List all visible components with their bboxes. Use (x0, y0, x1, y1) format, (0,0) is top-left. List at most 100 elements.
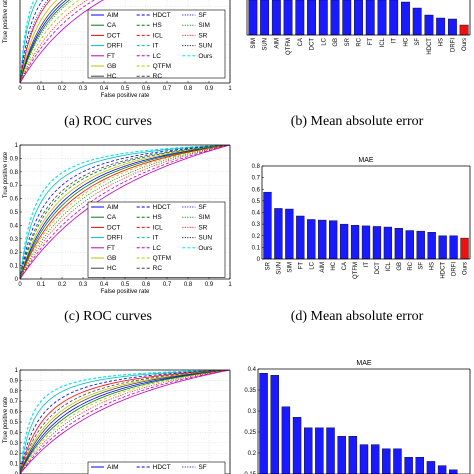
bar-dct (307, 0, 316, 36)
x-tick-label: 0.8 (184, 86, 193, 92)
y-tick-label: 0.6 (10, 410, 19, 416)
bar-aim (271, 0, 281, 36)
legend-label-ft: FT (107, 245, 115, 252)
roc-curve-aim (20, 0, 67, 83)
x-tick-label: 1 (228, 282, 232, 288)
legend-label-rc: RC (153, 73, 163, 80)
x-tick-label: 0 (18, 86, 22, 92)
roc-curve-lc (20, 0, 95, 83)
legend-label-dct: DCT (107, 224, 120, 231)
x-tick-label-sun: SUN (276, 262, 282, 275)
y-tick-label: 0.4 (252, 211, 261, 217)
legend-label-sf: SF (198, 204, 206, 211)
bar-hdct (424, 14, 434, 36)
y-tick-label: 0.7 (10, 399, 19, 405)
x-tick-label-lc: LC (309, 261, 315, 269)
y-tick-label: 0.8 (10, 170, 19, 176)
mae-chart-middle: 0 0.1 0.2 0.3 0.4 0.5 0.6 0.7 0.8 SR SUN SIM FT LC AIM… (252, 157, 471, 279)
x-tick-label: 0.2 (58, 282, 67, 288)
y-tick-label: 0.4 (248, 367, 257, 373)
legend-label-icl: ICL (153, 224, 164, 231)
x-tick-label: 0.5 (121, 282, 130, 288)
bar-lc (307, 219, 316, 260)
roc-chart-top: 0 0.1 0.2 0.3 0.4 0.5 0.6 0.7 0.8 0.9 1 False posit… (3, 0, 232, 99)
x-tick-label: 0.9 (205, 282, 214, 288)
x-tick-label-rc: RC (408, 261, 414, 270)
roc-curve-ca (20, 145, 230, 279)
bar-sun (260, 0, 270, 36)
x-tick-label-sr: SR (345, 37, 351, 46)
x-tick-label-gb: GB (397, 262, 403, 271)
bar-sim (285, 208, 294, 260)
roc-curve-ft (20, 0, 104, 83)
y-tick-label: 0.9 (10, 378, 19, 384)
bar-aim (318, 219, 327, 260)
bar-sr (342, 0, 352, 36)
x-tick-label: 0.4 (100, 282, 109, 288)
roc-curves (20, 145, 230, 279)
x-tick-label: 0.6 (142, 86, 151, 92)
chart-title: MAE (356, 360, 372, 367)
roc-curve-rc (20, 145, 230, 279)
x-tick-label-icl: ICL (380, 37, 386, 47)
y-tick-label: 0.5 (252, 199, 261, 205)
y-axis-title: True positive rate (3, 151, 9, 198)
legend-box (87, 9, 226, 79)
y-tick-label: 0.5 (10, 420, 19, 426)
bar-item (415, 457, 425, 474)
bar-icl (377, 0, 387, 36)
roc-curve-qtfm (20, 0, 80, 83)
roc-curves (20, 0, 104, 83)
x-tick-label-aim: AIM (274, 38, 280, 49)
x-tick-label-sim: SIM (287, 262, 293, 273)
legend-label-hc: HC (107, 265, 117, 272)
legend-label-hs: HS (153, 22, 163, 29)
roc-curve-aim (20, 145, 230, 279)
bar-sun (274, 208, 283, 260)
roc-curve-sim (20, 145, 230, 279)
x-tick-label: 0.3 (79, 282, 88, 288)
bar-item (359, 444, 369, 474)
x-tick-label-ca: CA (342, 262, 348, 270)
x-tick-label-it: IT (364, 262, 370, 268)
legend-label-icl: ICL (153, 32, 164, 39)
roc-curve-dct (20, 370, 230, 474)
legend-label-lc: LC (153, 245, 162, 252)
chart-title: MAE (358, 157, 374, 164)
legend-label-hs: HS (153, 214, 163, 221)
bar-gb (330, 0, 340, 36)
bar-ours (459, 24, 469, 36)
roc-curve-rc (20, 370, 230, 474)
bar-qtfm (350, 225, 360, 260)
y-tick-label: 0.4 (10, 223, 19, 229)
bar-item (281, 406, 291, 474)
x-tick-label-drfi: DRFI (450, 38, 456, 52)
legend-label-aim: AIM (107, 12, 119, 19)
legend-label-rc: RC (153, 265, 163, 272)
bar-gb (394, 227, 403, 260)
bar-item (437, 465, 447, 474)
roc-curve-sr (20, 370, 230, 474)
roc-curve-sr (20, 145, 230, 279)
y-tick-label: 0.3 (252, 222, 261, 228)
x-tick-label-hc: HC (403, 37, 409, 46)
y-tick-label: 0 (15, 472, 19, 474)
legend-label-drfi: DRFI (107, 235, 122, 242)
roc-curve-hdct (20, 370, 230, 474)
legend-label-ca: CA (107, 22, 117, 29)
x-tick-label-hc: HC (331, 261, 337, 270)
roc-chart-middle: 0 0.1 0.2 0.3 0.4 0.5 0.6 0.7 0.8 0.9 1 False posit… (3, 143, 232, 295)
y-tick-label: 0.2 (10, 451, 19, 457)
y-tick-label: 1 (15, 368, 19, 374)
legend-label-gb: GB (107, 63, 116, 70)
y-tick-label: 0.3 (248, 409, 257, 415)
roc-curve-qtfm (20, 370, 230, 474)
x-tick-label: 0.8 (184, 282, 193, 288)
roc-curve-ft (20, 145, 230, 279)
caption-a: (a) ROC curves (64, 114, 152, 129)
bar-qtfm (283, 0, 293, 36)
x-tick-label: 0.7 (163, 86, 172, 92)
bar-rc (354, 0, 363, 36)
x-tick-label: 0.4 (100, 86, 109, 92)
